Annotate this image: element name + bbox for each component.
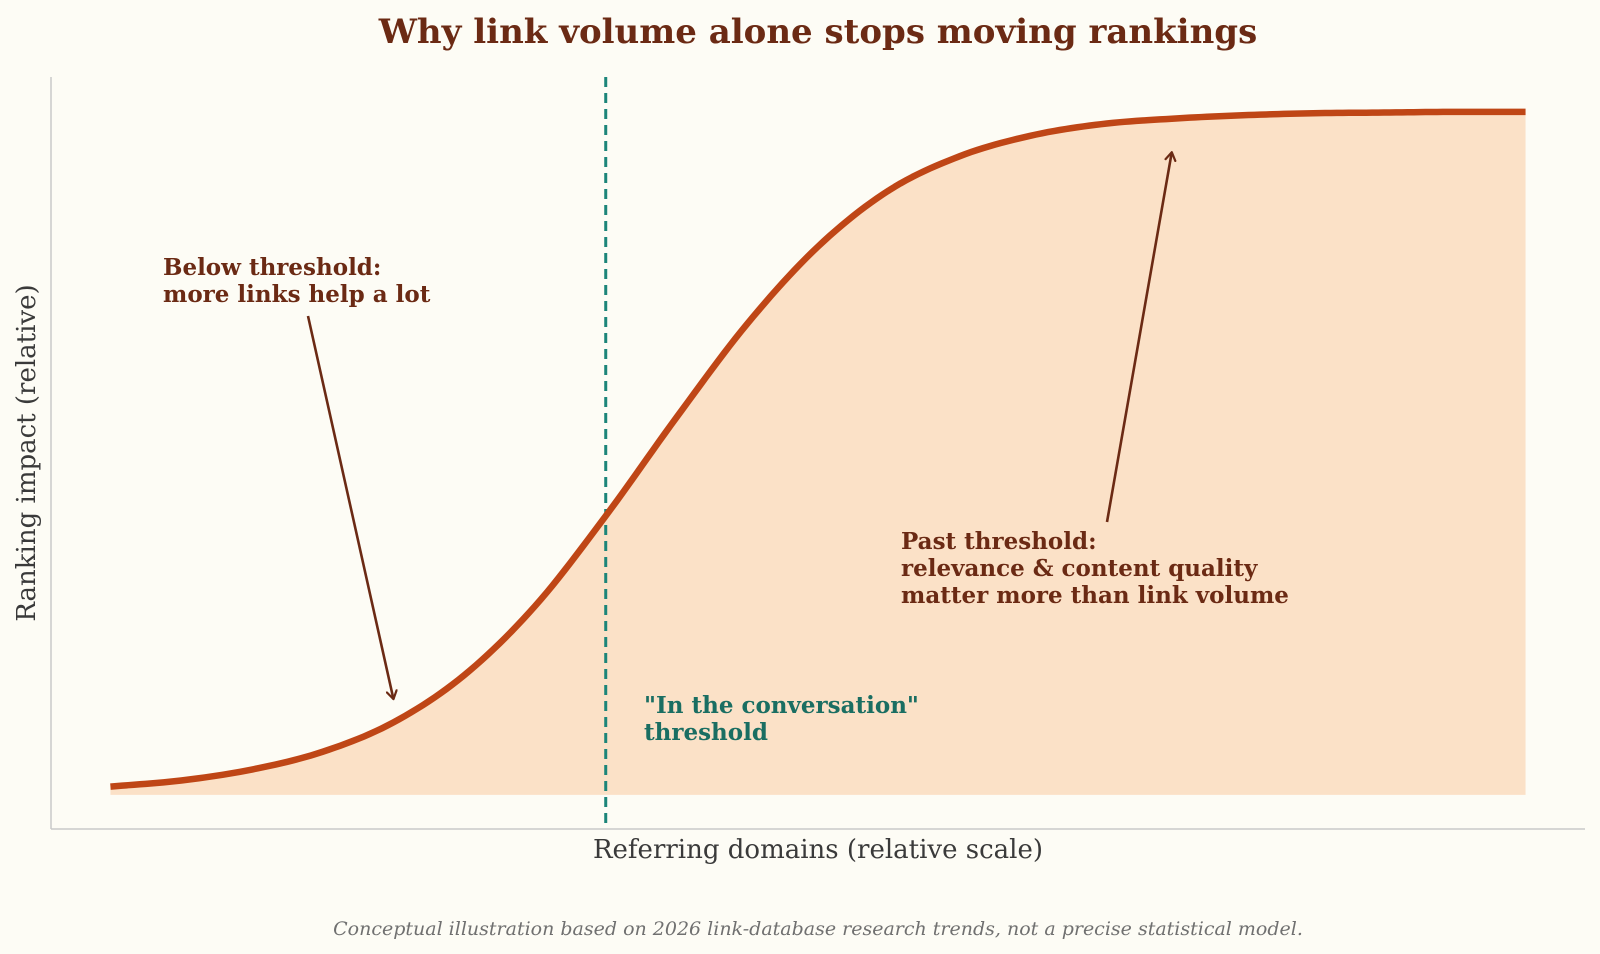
footnote: Conceptual illustration based on 2026 li… <box>333 918 1303 940</box>
annotation-below-line-2: more links help a lot <box>163 281 431 308</box>
series-area-fill <box>110 111 1526 795</box>
annotation-below-arrow <box>306 315 393 699</box>
annotation-past-line-3: matter more than link volume <box>901 582 1289 609</box>
annotation-below-threshold: Below threshold: more links help a lot <box>163 254 431 699</box>
plot-area <box>50 77 1585 830</box>
annotation-past-line-2: relevance & content quality <box>901 555 1258 582</box>
threshold-label-line-1: "In the conversation" <box>644 692 919 719</box>
annotation-past-line-1: Past threshold: <box>901 528 1097 555</box>
x-axis-label: Referring domains (relative scale) <box>593 835 1043 865</box>
threshold-label-line-2: threshold <box>644 719 768 746</box>
annotation-past-threshold: Past threshold: relevance & content qual… <box>901 152 1289 609</box>
annotation-past-arrow <box>1105 152 1172 523</box>
chart-title: Why link volume alone stops moving ranki… <box>378 12 1257 52</box>
threshold-label: "In the conversation" threshold <box>644 692 919 746</box>
annotation-below-line-1: Below threshold: <box>163 254 381 281</box>
series-line <box>110 108 1526 790</box>
y-axis-label: Ranking impact (relative) <box>12 284 42 621</box>
